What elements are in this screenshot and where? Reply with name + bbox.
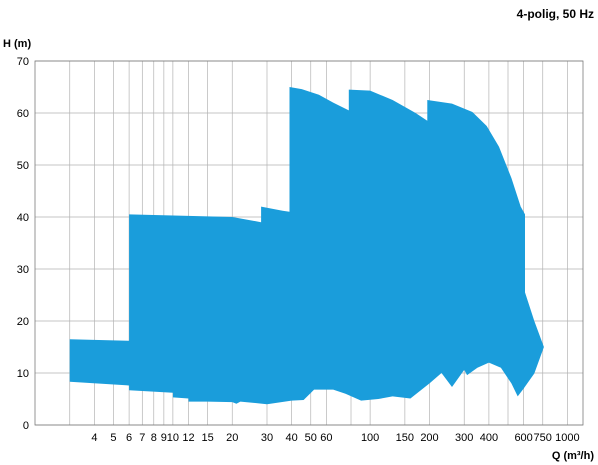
x-tick-label: 60 <box>320 432 332 444</box>
x-tick-label: 200 <box>420 432 438 444</box>
chart-heading: 4-polig, 50 Hz <box>517 7 594 21</box>
x-tick-label: 1000 <box>555 432 579 444</box>
x-tick-label: 10 <box>167 432 179 444</box>
x-tick-label: 300 <box>455 432 473 444</box>
x-tick-label: 5 <box>110 432 116 444</box>
x-tick-label: 600 <box>514 432 532 444</box>
x-tick-label: 100 <box>361 432 379 444</box>
y-tick-label: 50 <box>17 160 29 172</box>
y-tick-label: 30 <box>17 264 29 276</box>
plot-frame <box>34 60 584 426</box>
y-tick-label: 0 <box>23 420 29 432</box>
x-tick-label: 50 <box>305 432 317 444</box>
y-tick-label: 40 <box>17 212 29 224</box>
x-tick-label: 15 <box>201 432 213 444</box>
x-tick-label: 8 <box>151 432 157 444</box>
x-tick-label: 20 <box>226 432 238 444</box>
y-tick-label: 60 <box>17 108 29 120</box>
operating-range-area <box>69 87 544 405</box>
x-tick-label: 6 <box>126 432 132 444</box>
x-tick-label: 7 <box>139 432 145 444</box>
y-tick-labels: 0 10 20 30 40 50 60 70 <box>17 56 29 432</box>
x-tick-label: 750 <box>534 432 552 444</box>
y-tick-label: 20 <box>17 316 29 328</box>
x-tick-label: 12 <box>182 432 194 444</box>
x-tick-label: 4 <box>91 432 97 444</box>
y-axis-label: H (m) <box>3 38 31 50</box>
x-tick-label: 40 <box>286 432 298 444</box>
x-tick-labels: 4 5 6 7 8 9 10 12 15 20 30 40 50 60 100 150 200 300 400 600… <box>91 432 579 444</box>
x-axis-label: Q (m³/h) <box>552 450 594 462</box>
y-tick-label: 10 <box>17 368 29 380</box>
x-tick-label: 400 <box>480 432 498 444</box>
x-tick-label: 30 <box>261 432 273 444</box>
x-tick-label: 9 <box>161 432 167 444</box>
x-tick-label: 150 <box>396 432 414 444</box>
y-tick-label: 70 <box>17 56 29 68</box>
